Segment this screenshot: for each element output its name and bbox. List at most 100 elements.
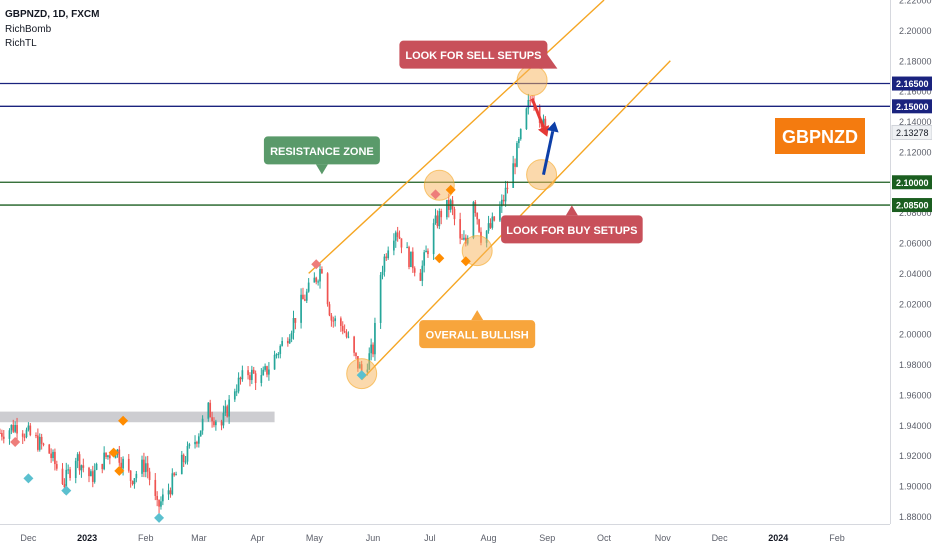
sell-diamond-marker [10, 436, 21, 447]
annotation-pointer [315, 164, 328, 175]
candle-up [103, 446, 106, 471]
candle-up [167, 483, 170, 500]
level-price-tag [892, 76, 932, 91]
candle-up [305, 288, 308, 303]
candle-body [35, 435, 37, 437]
candle-body [500, 199, 503, 207]
candle-up [10, 424, 13, 435]
annotation-box [399, 40, 548, 69]
candle-body [408, 247, 410, 267]
buy-diamond-marker [356, 370, 367, 381]
candle-body [459, 219, 462, 239]
candle-down [419, 268, 422, 282]
candle-body [131, 480, 134, 485]
candle-body [180, 454, 183, 475]
candle-body [260, 375, 263, 383]
candle-body [423, 252, 426, 266]
candle-body [385, 256, 388, 259]
highlight-circle [516, 64, 548, 96]
candle-body [379, 274, 382, 323]
candle-body [1, 433, 3, 437]
candle-up [141, 455, 143, 478]
candle-body [317, 281, 319, 283]
candle-body [107, 455, 109, 458]
candle-body [544, 118, 547, 128]
candle-down [146, 455, 149, 479]
candle-body [122, 458, 124, 469]
candle-body [55, 464, 58, 469]
candle-body [279, 345, 282, 354]
candle-body [286, 340, 289, 344]
level-price-label: 2.16500 [896, 79, 929, 89]
orange-diamond-marker [118, 415, 129, 426]
candle-down [321, 266, 323, 274]
candle-down [35, 432, 37, 439]
y-tick-label: 2.04000 [899, 269, 932, 279]
candle-body [315, 277, 318, 282]
candle-up [423, 249, 426, 273]
level-price-label: 2.10000 [896, 178, 929, 188]
candle-body [288, 338, 291, 344]
candle-up [175, 471, 177, 476]
candle-body [446, 199, 448, 218]
candle-up [317, 279, 319, 286]
candle-body [42, 443, 45, 445]
candle-body [91, 471, 94, 482]
candle-body [222, 412, 225, 426]
candle-body [434, 215, 437, 224]
level-price-label: 2.15000 [896, 102, 929, 112]
candle-down [304, 294, 306, 302]
candle-body [129, 470, 132, 481]
candle-up [410, 251, 412, 268]
candle-body [512, 163, 515, 188]
candle-down [341, 321, 344, 335]
candle-down [196, 440, 198, 448]
indicator-richtl[interactable]: RichTL [5, 38, 37, 49]
candle-body [167, 490, 170, 495]
candle-body [135, 473, 138, 479]
candle-body [370, 344, 373, 354]
candle-down [143, 452, 145, 478]
candle-body [199, 430, 202, 437]
buy-diamond-marker [23, 473, 34, 484]
indicator-richbomb[interactable]: RichBomb [5, 24, 52, 35]
candle-body [196, 441, 198, 444]
candle-down [411, 247, 414, 273]
sell-diamond-marker [311, 259, 322, 270]
last-price-label: 2.13278 [896, 128, 929, 138]
candle-body [300, 294, 302, 323]
candle-body [235, 391, 238, 393]
candle-down [173, 472, 176, 477]
annotation-callout: OVERALL BULLISH [419, 310, 536, 349]
candle-up [184, 455, 187, 465]
candle-body [400, 238, 403, 248]
y-tick-label: 2.02000 [899, 299, 932, 309]
candle-up [288, 334, 291, 345]
candle-body [476, 213, 479, 220]
candle-up [52, 449, 54, 462]
candle-body [268, 369, 270, 375]
candle-body [398, 236, 401, 239]
candle-body [14, 425, 17, 432]
candle-down [294, 317, 297, 330]
candle-down [266, 365, 268, 378]
candle-body [182, 454, 185, 463]
candle-up [432, 218, 435, 260]
candle-body [419, 272, 422, 281]
candle-body [341, 325, 344, 332]
candle-up [199, 430, 202, 437]
candle-up [76, 452, 79, 469]
orange-diamond-marker [445, 184, 456, 195]
candle-down [118, 445, 121, 466]
candle-body [527, 100, 530, 109]
candle-down [489, 218, 492, 229]
candle-body [118, 449, 121, 463]
candle-body [440, 211, 443, 218]
annotation-box [501, 215, 643, 244]
candle-down [302, 287, 304, 300]
candle-body [506, 187, 509, 189]
candle-body [114, 454, 117, 459]
candle-down [108, 453, 111, 465]
